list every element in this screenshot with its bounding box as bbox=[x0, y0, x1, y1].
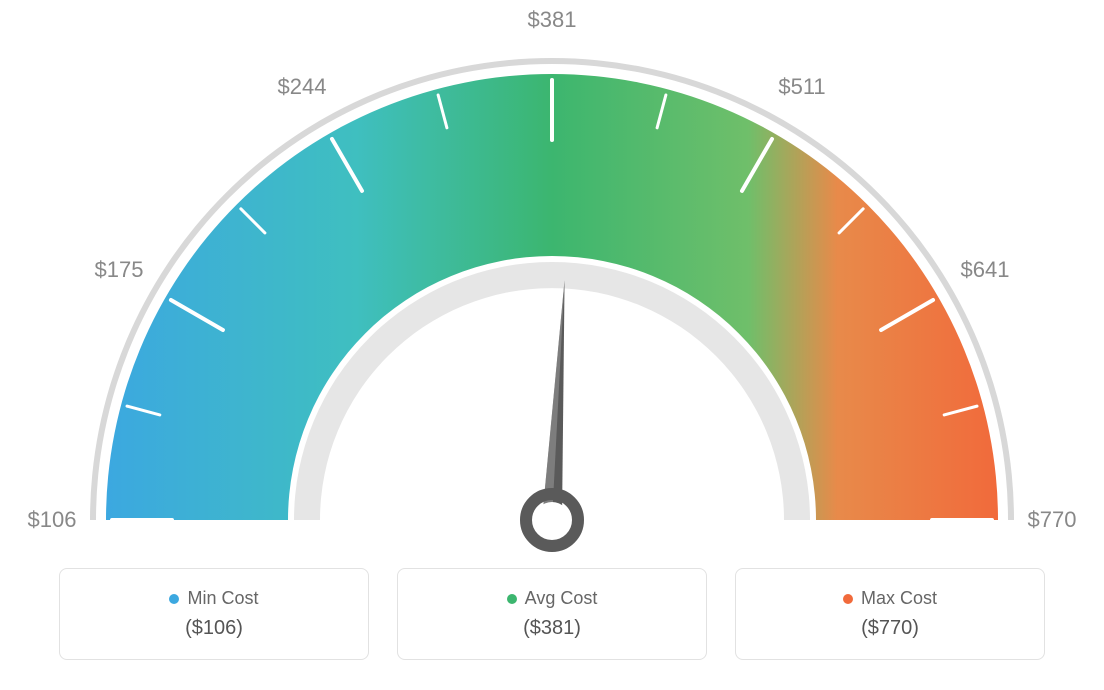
legend-min-card: Min Cost ($106) bbox=[59, 568, 369, 660]
legend-avg-label-text: Avg Cost bbox=[525, 588, 598, 609]
dot-icon bbox=[169, 594, 179, 604]
legend-max-label: Max Cost bbox=[843, 588, 937, 609]
legend: Min Cost ($106) Avg Cost ($381) Max Cost… bbox=[59, 568, 1045, 660]
legend-avg-value: ($381) bbox=[523, 617, 581, 640]
gauge-tick-label: $641 bbox=[961, 257, 1010, 283]
legend-max-label-text: Max Cost bbox=[861, 588, 937, 609]
gauge-svg bbox=[52, 40, 1052, 560]
legend-min-value: ($106) bbox=[185, 617, 243, 640]
legend-avg-card: Avg Cost ($381) bbox=[397, 568, 707, 660]
gauge-tick-label: $770 bbox=[1028, 507, 1077, 533]
dot-icon bbox=[843, 594, 853, 604]
dot-icon bbox=[507, 594, 517, 604]
gauge-tick-label: $106 bbox=[28, 507, 77, 533]
gauge-tick-label: $381 bbox=[528, 7, 577, 33]
legend-min-label: Min Cost bbox=[169, 588, 258, 609]
legend-max-value: ($770) bbox=[861, 617, 919, 640]
legend-avg-label: Avg Cost bbox=[507, 588, 598, 609]
legend-max-card: Max Cost ($770) bbox=[735, 568, 1045, 660]
gauge-tick-label: $511 bbox=[778, 74, 825, 100]
legend-min-label-text: Min Cost bbox=[187, 588, 258, 609]
gauge-tick-label: $175 bbox=[95, 257, 144, 283]
gauge-tick-label: $244 bbox=[278, 74, 327, 100]
cost-gauge: $106$175$244$381$511$641$770 bbox=[52, 40, 1052, 560]
